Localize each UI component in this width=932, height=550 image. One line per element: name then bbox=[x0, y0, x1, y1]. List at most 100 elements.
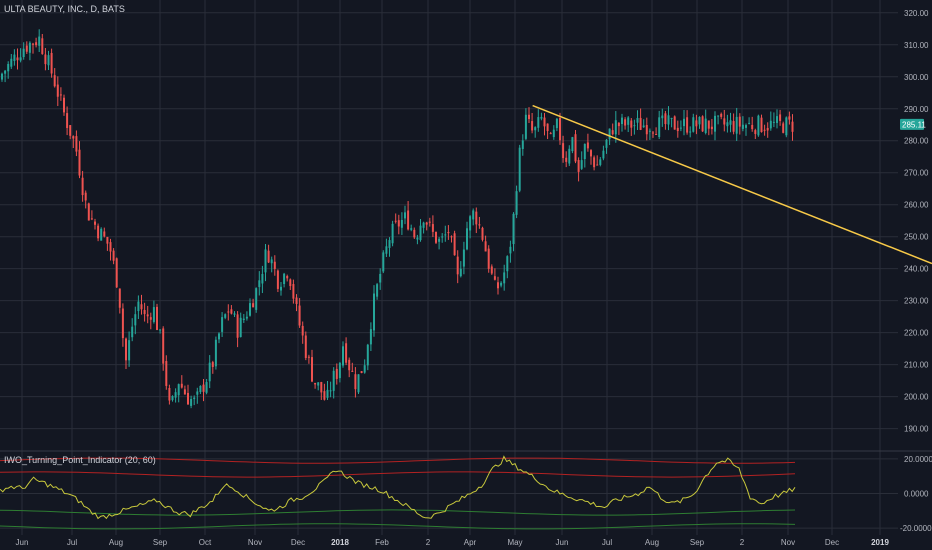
candle-body bbox=[475, 211, 478, 225]
candle-body bbox=[717, 115, 720, 117]
candle-body bbox=[19, 57, 22, 61]
candle-body bbox=[394, 220, 397, 222]
candle-body bbox=[407, 210, 410, 230]
candle-body bbox=[236, 314, 239, 338]
price-tick-label: 260.00 bbox=[904, 201, 929, 210]
candle-body bbox=[559, 118, 561, 141]
candle-body bbox=[689, 131, 692, 133]
candle-body bbox=[459, 268, 462, 277]
candle-body bbox=[50, 52, 53, 74]
candle-body bbox=[267, 250, 270, 263]
candle-body bbox=[450, 236, 453, 238]
symbol-title[interactable]: ULTA BEAUTY, INC., D, BATS bbox=[4, 4, 125, 14]
candle-body bbox=[245, 316, 248, 319]
indicator-title[interactable]: IWO_Turning_Point_Indicator (20, 60) bbox=[4, 455, 156, 465]
candle-body bbox=[692, 117, 695, 132]
candle-body bbox=[233, 313, 236, 315]
candle-body bbox=[707, 120, 710, 129]
candle-body bbox=[397, 220, 400, 227]
candle-body bbox=[221, 317, 224, 332]
candle-body bbox=[400, 219, 403, 228]
candle-body bbox=[115, 258, 118, 288]
time-tick-label: May bbox=[507, 538, 522, 547]
candle-body bbox=[211, 362, 214, 367]
candle-body bbox=[506, 256, 509, 272]
candle-body bbox=[360, 371, 363, 374]
candle-body bbox=[171, 396, 174, 401]
trendline[interactable] bbox=[532, 104, 932, 265]
candle-body bbox=[493, 276, 496, 280]
price-tick-label: 300.00 bbox=[904, 73, 929, 82]
candle-body bbox=[174, 392, 177, 398]
candle-body bbox=[338, 362, 341, 379]
candle-body bbox=[617, 122, 620, 127]
candle-body bbox=[224, 314, 227, 318]
candle-body bbox=[280, 286, 282, 291]
price-tick-label: 240.00 bbox=[904, 265, 929, 274]
candle-body bbox=[540, 116, 543, 119]
price-tick-label: 270.00 bbox=[904, 169, 929, 178]
candle-body bbox=[44, 54, 47, 65]
candle-body bbox=[103, 231, 106, 237]
candle-body bbox=[490, 266, 493, 274]
candle-body bbox=[41, 38, 44, 54]
price-tick-label: 190.00 bbox=[904, 425, 929, 434]
price-tick-label: 280.00 bbox=[904, 137, 929, 146]
candle-body bbox=[289, 279, 292, 287]
candle-body bbox=[218, 333, 220, 340]
candle-body bbox=[642, 125, 645, 128]
candle-body bbox=[22, 48, 25, 58]
time-axis[interactable]: Jun Jul Aug Sep Oct Nov Dec 2018 Feb 2 Apr May Jun Ju… bbox=[16, 538, 890, 547]
candle-body bbox=[512, 213, 515, 245]
upper-band-inner bbox=[0, 471, 796, 478]
candle-body bbox=[661, 115, 664, 119]
candle-body bbox=[447, 232, 450, 234]
indicator-axis[interactable]: 20.0000 0.0000 -20.0000 bbox=[900, 455, 932, 533]
candle-body bbox=[180, 383, 183, 388]
candle-body bbox=[25, 45, 28, 52]
candle-body bbox=[732, 121, 735, 132]
candle-body bbox=[509, 246, 512, 254]
time-tick-label: Aug bbox=[645, 538, 659, 547]
candle-body bbox=[791, 121, 794, 132]
candle-body bbox=[757, 115, 760, 136]
candle-body bbox=[146, 314, 149, 317]
candle-body bbox=[177, 384, 180, 396]
candle-body bbox=[363, 365, 366, 373]
candle-body bbox=[543, 117, 546, 127]
last-price-label: 285.11 bbox=[902, 120, 926, 129]
candle-body bbox=[128, 340, 131, 361]
candle-body bbox=[537, 117, 540, 128]
time-tick-label: 2019 bbox=[871, 538, 889, 547]
candle-body bbox=[388, 240, 391, 248]
candle-body bbox=[379, 273, 382, 283]
candle-body bbox=[500, 282, 503, 286]
price-candles bbox=[1, 29, 794, 409]
candle-body bbox=[456, 256, 459, 275]
candle-body bbox=[441, 236, 444, 238]
time-tick-label: Jul bbox=[67, 538, 77, 547]
candle-body bbox=[720, 113, 723, 117]
candle-body bbox=[329, 390, 332, 392]
price-tick-label: 200.00 bbox=[904, 393, 929, 402]
candle-body bbox=[515, 191, 518, 215]
candle-body bbox=[438, 238, 441, 242]
candle-body bbox=[283, 273, 286, 284]
candle-body bbox=[106, 236, 109, 244]
price-tick-label: 310.00 bbox=[904, 41, 929, 50]
candle-body bbox=[35, 42, 38, 46]
candle-body bbox=[652, 132, 654, 134]
time-tick-label: Sep bbox=[153, 538, 168, 547]
candle-body bbox=[782, 123, 785, 133]
candle-body bbox=[56, 84, 59, 97]
price-axis[interactable]: 190.00 200.00 210.00 220.00 230.00 240.00 250.… bbox=[904, 9, 929, 434]
candle-body bbox=[769, 120, 772, 129]
candle-body bbox=[710, 126, 713, 130]
candle-body bbox=[121, 308, 124, 339]
candle-body bbox=[125, 338, 127, 361]
candle-body bbox=[214, 339, 217, 367]
candle-body bbox=[59, 94, 62, 96]
last-price-tag: 285.11 bbox=[900, 118, 926, 130]
candle-body bbox=[187, 392, 189, 405]
